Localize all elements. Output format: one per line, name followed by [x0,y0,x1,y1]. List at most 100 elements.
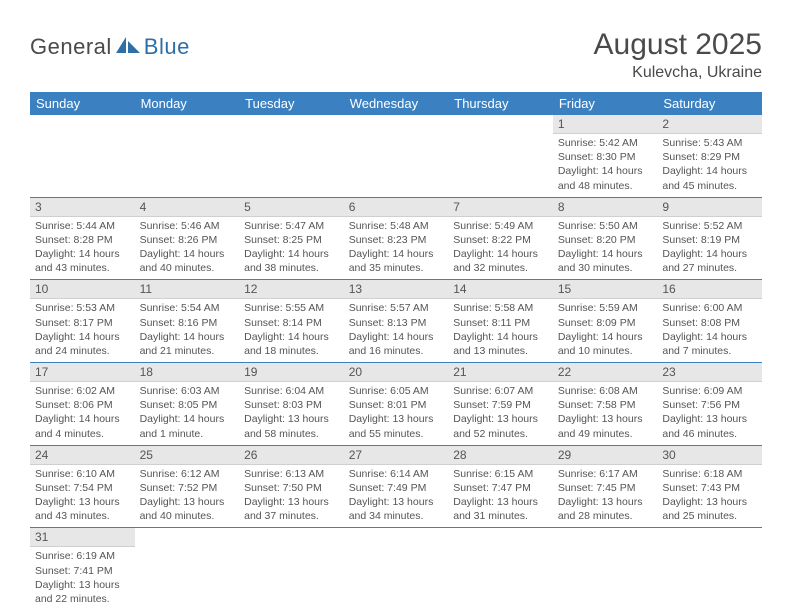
calendar-week: 17Sunrise: 6:02 AMSunset: 8:06 PMDayligh… [30,363,762,446]
daylight-text: Daylight: 14 hours and 32 minutes. [453,247,548,275]
calendar-table: SundayMondayTuesdayWednesdayThursdayFrid… [30,92,762,610]
daylight-text: Daylight: 13 hours and 22 minutes. [35,578,130,606]
day-number: 11 [135,280,240,299]
day-number: 2 [657,115,762,134]
daylight-text: Daylight: 14 hours and 35 minutes. [349,247,444,275]
daylight-text: Daylight: 13 hours and 31 minutes. [453,495,548,523]
calendar-cell: 23Sunrise: 6:09 AMSunset: 7:56 PMDayligh… [657,363,762,446]
day-number: 13 [344,280,449,299]
calendar-week: 31Sunrise: 6:19 AMSunset: 7:41 PMDayligh… [30,528,762,610]
calendar-cell: 5Sunrise: 5:47 AMSunset: 8:25 PMDaylight… [239,197,344,280]
sunrise-text: Sunrise: 6:10 AM [35,467,130,481]
day-content: Sunrise: 5:42 AMSunset: 8:30 PMDaylight:… [553,134,658,197]
day-content: Sunrise: 6:17 AMSunset: 7:45 PMDaylight:… [553,465,658,528]
calendar-week: 3Sunrise: 5:44 AMSunset: 8:28 PMDaylight… [30,197,762,280]
calendar-cell [448,115,553,197]
sunset-text: Sunset: 7:58 PM [558,398,653,412]
day-number: 15 [553,280,658,299]
day-content: Sunrise: 6:07 AMSunset: 7:59 PMDaylight:… [448,382,553,445]
sunset-text: Sunset: 8:06 PM [35,398,130,412]
sunset-text: Sunset: 7:41 PM [35,564,130,578]
calendar-cell: 10Sunrise: 5:53 AMSunset: 8:17 PMDayligh… [30,280,135,363]
day-content: Sunrise: 5:46 AMSunset: 8:26 PMDaylight:… [135,217,240,280]
sunrise-text: Sunrise: 6:14 AM [349,467,444,481]
sunset-text: Sunset: 8:19 PM [662,233,757,247]
sunset-text: Sunset: 7:52 PM [140,481,235,495]
day-content: Sunrise: 6:03 AMSunset: 8:05 PMDaylight:… [135,382,240,445]
daylight-text: Daylight: 14 hours and 13 minutes. [453,330,548,358]
day-content: Sunrise: 5:50 AMSunset: 8:20 PMDaylight:… [553,217,658,280]
sunrise-text: Sunrise: 6:05 AM [349,384,444,398]
daylight-text: Daylight: 13 hours and 52 minutes. [453,412,548,440]
sunset-text: Sunset: 8:29 PM [662,150,757,164]
location-label: Kulevcha, Ukraine [594,64,762,82]
weekday-header: Tuesday [239,92,344,115]
sunrise-text: Sunrise: 6:12 AM [140,467,235,481]
sunset-text: Sunset: 8:28 PM [35,233,130,247]
sunset-text: Sunset: 7:49 PM [349,481,444,495]
sunrise-text: Sunrise: 6:13 AM [244,467,339,481]
sunrise-text: Sunrise: 5:55 AM [244,301,339,315]
daylight-text: Daylight: 13 hours and 40 minutes. [140,495,235,523]
calendar-cell: 13Sunrise: 5:57 AMSunset: 8:13 PMDayligh… [344,280,449,363]
weekday-header: Wednesday [344,92,449,115]
sunrise-text: Sunrise: 5:49 AM [453,219,548,233]
calendar-cell: 9Sunrise: 5:52 AMSunset: 8:19 PMDaylight… [657,197,762,280]
sunrise-text: Sunrise: 5:43 AM [662,136,757,150]
weekday-header: Friday [553,92,658,115]
day-number: 9 [657,198,762,217]
calendar-cell: 16Sunrise: 6:00 AMSunset: 8:08 PMDayligh… [657,280,762,363]
daylight-text: Daylight: 14 hours and 27 minutes. [662,247,757,275]
calendar-week: 1Sunrise: 5:42 AMSunset: 8:30 PMDaylight… [30,115,762,197]
sunrise-text: Sunrise: 5:46 AM [140,219,235,233]
sunrise-text: Sunrise: 5:57 AM [349,301,444,315]
sunrise-text: Sunrise: 5:59 AM [558,301,653,315]
daylight-text: Daylight: 14 hours and 18 minutes. [244,330,339,358]
calendar-cell [344,115,449,197]
day-number: 18 [135,363,240,382]
day-content: Sunrise: 5:52 AMSunset: 8:19 PMDaylight:… [657,217,762,280]
calendar-cell: 11Sunrise: 5:54 AMSunset: 8:16 PMDayligh… [135,280,240,363]
sunrise-text: Sunrise: 5:58 AM [453,301,548,315]
day-content: Sunrise: 5:44 AMSunset: 8:28 PMDaylight:… [30,217,135,280]
day-number: 3 [30,198,135,217]
calendar-cell: 29Sunrise: 6:17 AMSunset: 7:45 PMDayligh… [553,445,658,528]
sunset-text: Sunset: 8:11 PM [453,316,548,330]
calendar-cell: 21Sunrise: 6:07 AMSunset: 7:59 PMDayligh… [448,363,553,446]
sunrise-text: Sunrise: 6:18 AM [662,467,757,481]
day-number: 1 [553,115,658,134]
day-number: 10 [30,280,135,299]
sunrise-text: Sunrise: 5:54 AM [140,301,235,315]
daylight-text: Daylight: 14 hours and 48 minutes. [558,164,653,192]
sunset-text: Sunset: 8:14 PM [244,316,339,330]
calendar-cell [448,528,553,610]
daylight-text: Daylight: 14 hours and 38 minutes. [244,247,339,275]
daylight-text: Daylight: 14 hours and 10 minutes. [558,330,653,358]
day-content: Sunrise: 6:19 AMSunset: 7:41 PMDaylight:… [30,547,135,610]
daylight-text: Daylight: 13 hours and 46 minutes. [662,412,757,440]
calendar-cell: 7Sunrise: 5:49 AMSunset: 8:22 PMDaylight… [448,197,553,280]
sunset-text: Sunset: 8:16 PM [140,316,235,330]
sunset-text: Sunset: 8:23 PM [349,233,444,247]
logo-text-general: General [30,34,112,60]
day-number: 22 [553,363,658,382]
daylight-text: Daylight: 13 hours and 55 minutes. [349,412,444,440]
sunset-text: Sunset: 7:50 PM [244,481,339,495]
sunset-text: Sunset: 8:03 PM [244,398,339,412]
day-content: Sunrise: 6:14 AMSunset: 7:49 PMDaylight:… [344,465,449,528]
calendar-cell [30,115,135,197]
sunset-text: Sunset: 8:30 PM [558,150,653,164]
sunset-text: Sunset: 8:01 PM [349,398,444,412]
daylight-text: Daylight: 14 hours and 24 minutes. [35,330,130,358]
sunrise-text: Sunrise: 6:07 AM [453,384,548,398]
sunrise-text: Sunrise: 5:47 AM [244,219,339,233]
calendar-cell: 8Sunrise: 5:50 AMSunset: 8:20 PMDaylight… [553,197,658,280]
day-content: Sunrise: 6:05 AMSunset: 8:01 PMDaylight:… [344,382,449,445]
daylight-text: Daylight: 14 hours and 40 minutes. [140,247,235,275]
daylight-text: Daylight: 13 hours and 58 minutes. [244,412,339,440]
calendar-cell [553,528,658,610]
calendar-cell: 18Sunrise: 6:03 AMSunset: 8:05 PMDayligh… [135,363,240,446]
daylight-text: Daylight: 14 hours and 7 minutes. [662,330,757,358]
day-content: Sunrise: 5:59 AMSunset: 8:09 PMDaylight:… [553,299,658,362]
calendar-week: 24Sunrise: 6:10 AMSunset: 7:54 PMDayligh… [30,445,762,528]
